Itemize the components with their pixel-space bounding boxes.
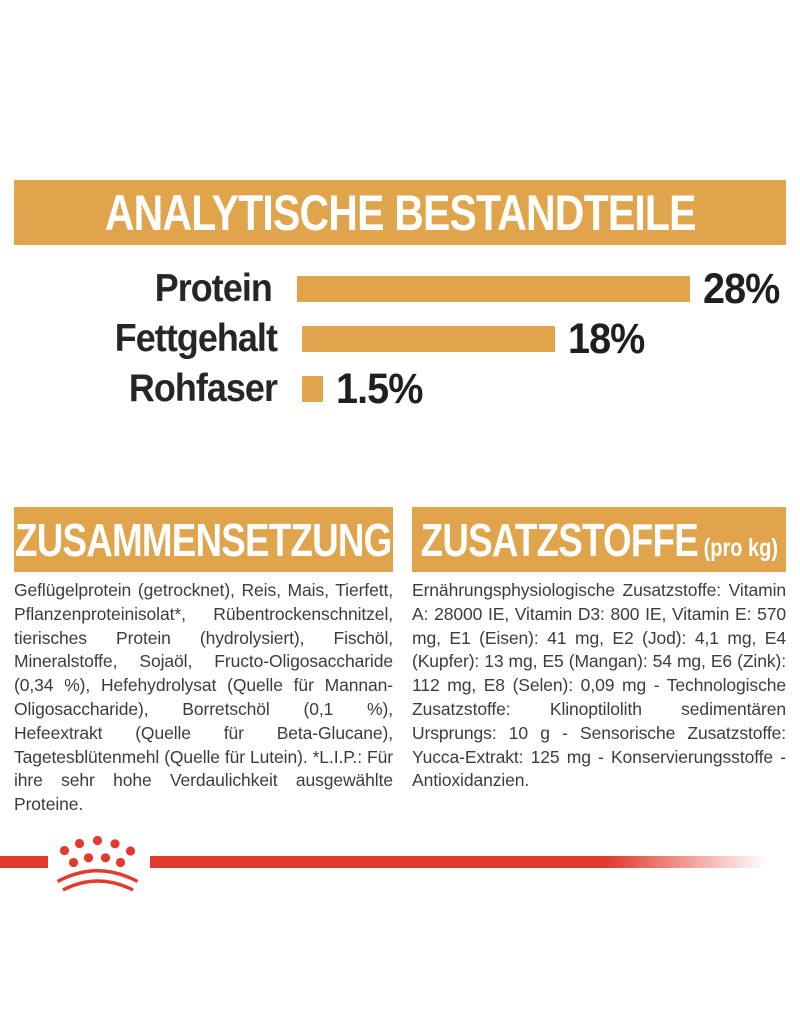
chart-bar-track bbox=[302, 376, 324, 402]
composition-section: ZUSAMMENSETZUNG Geflügelprotein (getrock… bbox=[14, 507, 393, 817]
chart-value-label: 18% bbox=[567, 315, 645, 363]
chart-bar bbox=[302, 376, 324, 402]
chart-bar-track bbox=[296, 276, 690, 302]
additives-title: ZUSATZSTOFFE (pro kg) bbox=[420, 517, 777, 563]
additives-section: ZUSATZSTOFFE (pro kg) Ernährungsphysiolo… bbox=[412, 507, 786, 793]
chart-row-protein: Protein 28% bbox=[14, 265, 786, 313]
composition-header: ZUSAMMENSETZUNG bbox=[14, 507, 393, 572]
chart-value-label: 28% bbox=[702, 265, 780, 313]
chart-row-fettgehalt: Fettgehalt 18% bbox=[14, 315, 786, 363]
chart-bar bbox=[296, 276, 690, 302]
additives-title-suffix: (pro kg) bbox=[703, 533, 778, 562]
composition-title-text: ZUSAMMENSETZUNG bbox=[15, 513, 392, 566]
brand-rule-left bbox=[0, 856, 48, 868]
composition-body: Geflügelprotein (getrocknet), Reis, Mais… bbox=[14, 580, 393, 815]
chart-category-label: Fettgehalt bbox=[114, 317, 278, 360]
analytical-chart: Protein 28% Fettgehalt 18% Rohfaser 1.5% bbox=[14, 265, 786, 426]
chart-category-label: Rohfaser bbox=[128, 367, 278, 410]
chart-category-label: Protein bbox=[154, 267, 273, 310]
chart-bar-track bbox=[302, 326, 555, 352]
analytical-banner-title: ANALYTISCHE BESTANDTEILE bbox=[104, 184, 697, 241]
analytical-banner: ANALYTISCHE BESTANDTEILE bbox=[14, 180, 786, 245]
chart-row-rohfaser: Rohfaser 1.5% bbox=[14, 365, 786, 413]
additives-body: Ernährungsphysiologische Zusatzstoffe: V… bbox=[412, 580, 786, 791]
composition-title: ZUSAMMENSETZUNG bbox=[15, 513, 392, 566]
additives-title-text: ZUSATZSTOFFE bbox=[420, 513, 698, 566]
royal-canin-crown-icon bbox=[56, 835, 139, 892]
additives-header: ZUSATZSTOFFE (pro kg) bbox=[412, 507, 786, 572]
brand-rule-right bbox=[150, 856, 786, 868]
chart-value-label: 1.5% bbox=[336, 365, 423, 413]
chart-bar bbox=[302, 326, 555, 352]
